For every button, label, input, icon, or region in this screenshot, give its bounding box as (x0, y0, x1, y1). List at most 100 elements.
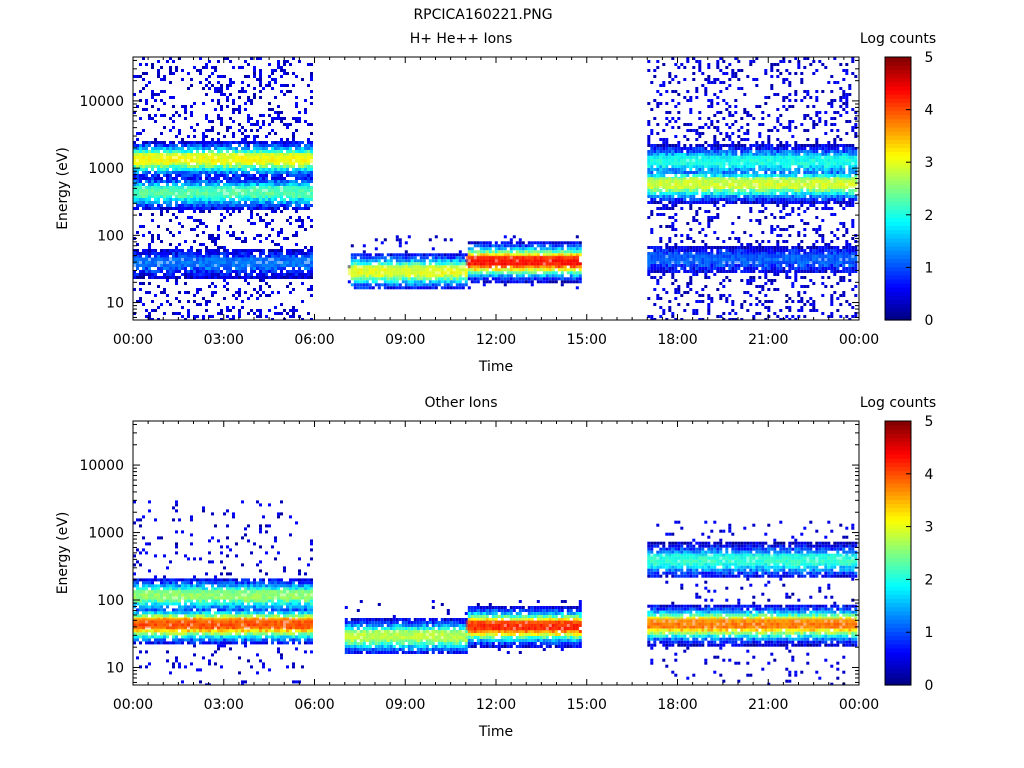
colorbar-segment (885, 623, 911, 628)
y-tick-label: 10 (106, 660, 124, 676)
colorbar-segment (885, 89, 911, 95)
colorbar-segment (885, 93, 911, 99)
panel-other-ions: Other Ions 00:00 03:00 06:00 09:00 12:00 15:00… (55, 395, 936, 740)
colorbar-segment (885, 478, 911, 484)
colorbar-segment (885, 668, 911, 674)
colorbar-segment (885, 204, 911, 210)
band-feature (465, 620, 580, 631)
colorbar-segment (885, 139, 911, 144)
colorbar-segment (885, 565, 911, 571)
figure-title: RPCICA160221.PNG (413, 7, 552, 23)
colorbar-segment (885, 303, 911, 309)
colorbar-segment (885, 553, 911, 558)
colorbar-segment (885, 114, 911, 120)
colorbar-segment (885, 590, 911, 595)
x-tick-label: 15:00 (567, 697, 607, 713)
colorbar-segment (885, 536, 911, 542)
colorbar-segment (885, 295, 911, 301)
colorbar-segment (885, 299, 911, 305)
y-tick-label: 10000 (79, 94, 124, 110)
colorbar-segment (885, 213, 911, 218)
x-tick-label: 00:00 (839, 332, 879, 348)
colorbar-segment (885, 163, 911, 169)
colorbar-segment (885, 229, 911, 235)
band-feature (133, 186, 313, 197)
colorbar-segment (885, 200, 911, 206)
colorbar-segment (885, 437, 911, 443)
colorbar-segment (885, 217, 911, 222)
colorbar-segment (885, 528, 911, 533)
colorbar-segment (885, 643, 911, 649)
colorbar-segment (885, 77, 911, 83)
colorbar-segment (885, 258, 911, 264)
x-tick-label: 09:00 (385, 697, 425, 713)
colorbar-segment (885, 85, 911, 91)
colorbar-tick-label: 2 (925, 208, 934, 224)
x-tick-label: 15:00 (567, 332, 607, 348)
y-tick-label: 1000 (88, 526, 124, 542)
colorbar-segment (885, 639, 911, 645)
colorbar-segment (885, 81, 911, 87)
y-tick-label: 10 (106, 296, 124, 312)
colorbar-tick-label: 4 (925, 467, 934, 483)
colorbar-segment (885, 192, 911, 198)
colorbar-segment (885, 283, 911, 288)
colorbar-segment (885, 196, 911, 202)
colorbar-segment (885, 237, 911, 243)
x-tick-label: 00:00 (839, 697, 879, 713)
colorbar-segment (885, 573, 911, 579)
band-feature (647, 178, 856, 188)
colorbar-segment (885, 291, 911, 296)
band-feature (133, 618, 313, 629)
y-tick-label: 100 (97, 228, 124, 244)
colorbar-segment (885, 676, 911, 682)
x-axis-label: Time (478, 724, 513, 740)
y-tick-label: 10000 (79, 458, 124, 474)
colorbar-segment (885, 155, 911, 161)
colorbar-segment (885, 184, 911, 190)
colorbar-segment (885, 315, 911, 321)
colorbar-segment (885, 507, 911, 513)
x-tick-label: 18:00 (657, 332, 697, 348)
colorbar-segment (885, 176, 911, 181)
colorbar-segment (885, 421, 911, 426)
colorbar-segment (885, 631, 911, 637)
band-features (133, 153, 856, 276)
colorbar-segment (885, 491, 911, 496)
colorbar-segment (885, 254, 911, 259)
colorbar-segment (885, 466, 911, 472)
colorbar-segment (885, 445, 911, 451)
colorbar-segment (885, 159, 911, 165)
x-tick-label: 18:00 (657, 697, 697, 713)
band-feature (647, 554, 856, 565)
colorbar-segment (885, 594, 911, 599)
colorbar-segment (885, 462, 911, 467)
colorbar-segment (885, 57, 911, 62)
colorbar-segment (885, 73, 911, 79)
colorbar-segment (885, 664, 911, 670)
x-tick-label: 00:00 (113, 332, 153, 348)
colorbar-segment (885, 647, 911, 653)
x-tick-label: 06:00 (294, 332, 334, 348)
colorbar-segment (885, 118, 911, 124)
band-features (133, 554, 856, 641)
band-feature (465, 255, 580, 266)
band-feature (344, 630, 466, 641)
x-tick-label: 03:00 (204, 332, 244, 348)
colorbar-segment (885, 130, 911, 136)
x-tick-label: 12:00 (476, 697, 516, 713)
colorbar-segment (885, 135, 911, 140)
colorbar-segment (885, 586, 911, 591)
colorbar-segment (885, 680, 911, 686)
colorbar-segment (885, 449, 911, 455)
colorbar-segment (885, 429, 911, 434)
colorbar-segment (885, 548, 911, 554)
colorbar-segment (885, 433, 911, 439)
x-tick-label: 21:00 (748, 697, 788, 713)
colorbar-segment (885, 425, 911, 430)
colorbar-segment (885, 147, 911, 153)
colorbar-tick-label: 2 (925, 572, 934, 588)
colorbar-segment (885, 561, 911, 566)
colorbar-segment (885, 106, 911, 112)
colorbar-tick-label: 5 (925, 50, 934, 66)
